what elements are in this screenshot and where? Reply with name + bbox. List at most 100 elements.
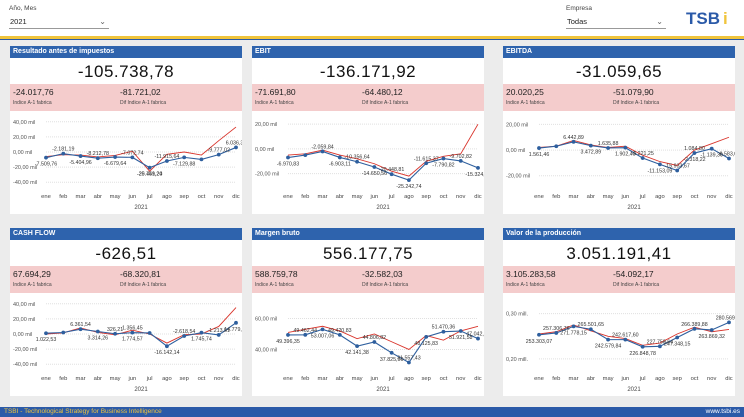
data-point[interactable] bbox=[675, 168, 680, 173]
data-label: 53.007,06 bbox=[311, 333, 335, 339]
data-point[interactable] bbox=[286, 155, 290, 160]
data-point[interactable] bbox=[95, 329, 100, 334]
data-point[interactable] bbox=[78, 327, 83, 332]
data-point[interactable] bbox=[441, 329, 446, 334]
data-point[interactable] bbox=[78, 154, 83, 158]
data-point[interactable] bbox=[113, 331, 117, 336]
data-label: -2.181,19 bbox=[52, 147, 74, 153]
data-point[interactable] bbox=[692, 151, 697, 155]
data-point[interactable] bbox=[640, 344, 645, 349]
series-line-current bbox=[45, 322, 237, 347]
data-point[interactable] bbox=[44, 155, 48, 160]
data-point[interactable] bbox=[389, 172, 394, 177]
data-point[interactable] bbox=[337, 155, 342, 160]
data-point[interactable] bbox=[320, 149, 325, 154]
data-point[interactable] bbox=[727, 320, 731, 325]
data-label: 257.306,76 bbox=[543, 326, 570, 332]
data-point[interactable] bbox=[44, 331, 48, 336]
data-point[interactable] bbox=[407, 178, 411, 183]
data-point[interactable] bbox=[147, 331, 152, 335]
comparison-panel: 67.694,29 Indice A-1 fabrica -68.320,81 Dif… bbox=[10, 266, 242, 293]
data-point[interactable] bbox=[165, 344, 169, 349]
data-point[interactable] bbox=[372, 340, 377, 344]
data-point[interactable] bbox=[588, 143, 593, 148]
data-point[interactable] bbox=[675, 335, 680, 340]
data-point[interactable] bbox=[571, 324, 576, 329]
data-point[interactable] bbox=[458, 159, 463, 163]
data-point[interactable] bbox=[234, 320, 238, 325]
footer-website[interactable]: www.tsbi.es bbox=[705, 408, 740, 415]
x-tick-label: nov bbox=[707, 194, 716, 200]
data-point[interactable] bbox=[61, 330, 66, 335]
line-chart[interactable]: 40,00 mil 20,00 mil 0,00 mil -20,00 mil -40,… bbox=[10, 296, 242, 396]
x-tick-label: nov bbox=[456, 376, 465, 382]
data-point[interactable] bbox=[476, 165, 480, 170]
series-line-current bbox=[538, 141, 730, 172]
data-point[interactable] bbox=[623, 337, 628, 342]
data-point[interactable] bbox=[441, 156, 446, 161]
data-point[interactable] bbox=[476, 336, 480, 341]
line-chart[interactable]: 60,00 mil 40,00 mil 49.396,35 49.462,4453.0… bbox=[252, 296, 484, 396]
data-point[interactable] bbox=[216, 333, 221, 337]
x-tick-label: jul bbox=[146, 376, 153, 382]
data-point[interactable] bbox=[113, 155, 117, 159]
data-point[interactable] bbox=[640, 156, 645, 160]
data-point[interactable] bbox=[709, 328, 714, 332]
data-point[interactable] bbox=[623, 145, 628, 150]
data-point[interactable] bbox=[95, 156, 100, 161]
x-tick-label: dic bbox=[232, 376, 240, 382]
data-point[interactable] bbox=[61, 151, 66, 156]
data-point[interactable] bbox=[165, 159, 169, 163]
data-point[interactable] bbox=[709, 146, 714, 151]
x-tick-label: abr bbox=[587, 376, 595, 382]
data-point[interactable] bbox=[407, 360, 411, 365]
x-tick-label: oct bbox=[691, 376, 699, 382]
line-chart[interactable]: 20,00 mil 0,00 mil -20,00 mil -6.970,83 -2.0… bbox=[252, 114, 484, 214]
data-point[interactable] bbox=[303, 332, 308, 337]
data-point[interactable] bbox=[320, 327, 325, 332]
x-tick-label: dic bbox=[725, 194, 733, 200]
data-point[interactable] bbox=[303, 153, 308, 157]
data-point[interactable] bbox=[537, 146, 541, 150]
data-point[interactable] bbox=[286, 333, 290, 337]
data-point[interactable] bbox=[130, 155, 135, 160]
line-chart[interactable]: 20,00 mil 0,00 mil -20,00 mil 1.561,46 6.442… bbox=[503, 114, 735, 214]
company-slicer[interactable]: Todas ⌄ bbox=[566, 15, 666, 29]
data-point[interactable] bbox=[355, 344, 359, 349]
data-point[interactable] bbox=[372, 165, 377, 169]
data-point[interactable] bbox=[355, 159, 359, 164]
data-point[interactable] bbox=[234, 145, 238, 150]
data-point[interactable] bbox=[554, 144, 559, 149]
data-point[interactable] bbox=[216, 152, 221, 157]
x-tick-label: nov bbox=[707, 376, 716, 382]
data-point[interactable] bbox=[658, 344, 662, 349]
data-point[interactable] bbox=[606, 146, 610, 150]
data-point[interactable] bbox=[606, 337, 610, 342]
data-point[interactable] bbox=[554, 331, 559, 335]
data-point[interactable] bbox=[571, 139, 576, 144]
x-tick-label: oct bbox=[198, 194, 206, 200]
x-tick-label: ene bbox=[283, 376, 293, 382]
line-chart[interactable]: 40,00 mil 20,00 mil 0,00 mil -20,00 mil -40,… bbox=[10, 114, 242, 214]
data-point[interactable] bbox=[199, 330, 204, 335]
data-point[interactable] bbox=[199, 157, 204, 162]
data-point[interactable] bbox=[458, 329, 463, 333]
data-point[interactable] bbox=[182, 155, 187, 160]
data-point[interactable] bbox=[389, 350, 394, 355]
data-point[interactable] bbox=[182, 334, 187, 338]
data-point[interactable] bbox=[147, 165, 152, 170]
data-point[interactable] bbox=[658, 162, 662, 167]
data-point[interactable] bbox=[692, 326, 697, 331]
card-title: Margen bruto bbox=[252, 228, 484, 240]
year-slicer[interactable]: 2021 ⌄ bbox=[9, 15, 109, 29]
data-point[interactable] bbox=[424, 334, 429, 339]
data-point[interactable] bbox=[130, 330, 135, 335]
diff-label: Dif Indice A-1 fabrica bbox=[362, 282, 409, 288]
x-tick-label: mar bbox=[569, 194, 579, 200]
data-point[interactable] bbox=[424, 161, 429, 166]
data-point[interactable] bbox=[337, 332, 342, 337]
data-point[interactable] bbox=[588, 327, 593, 332]
data-point[interactable] bbox=[537, 332, 541, 337]
line-chart[interactable]: 0,30 mill. 0,20 mill. 253.303,07 257.306,76… bbox=[503, 296, 735, 396]
data-point[interactable] bbox=[727, 156, 731, 161]
